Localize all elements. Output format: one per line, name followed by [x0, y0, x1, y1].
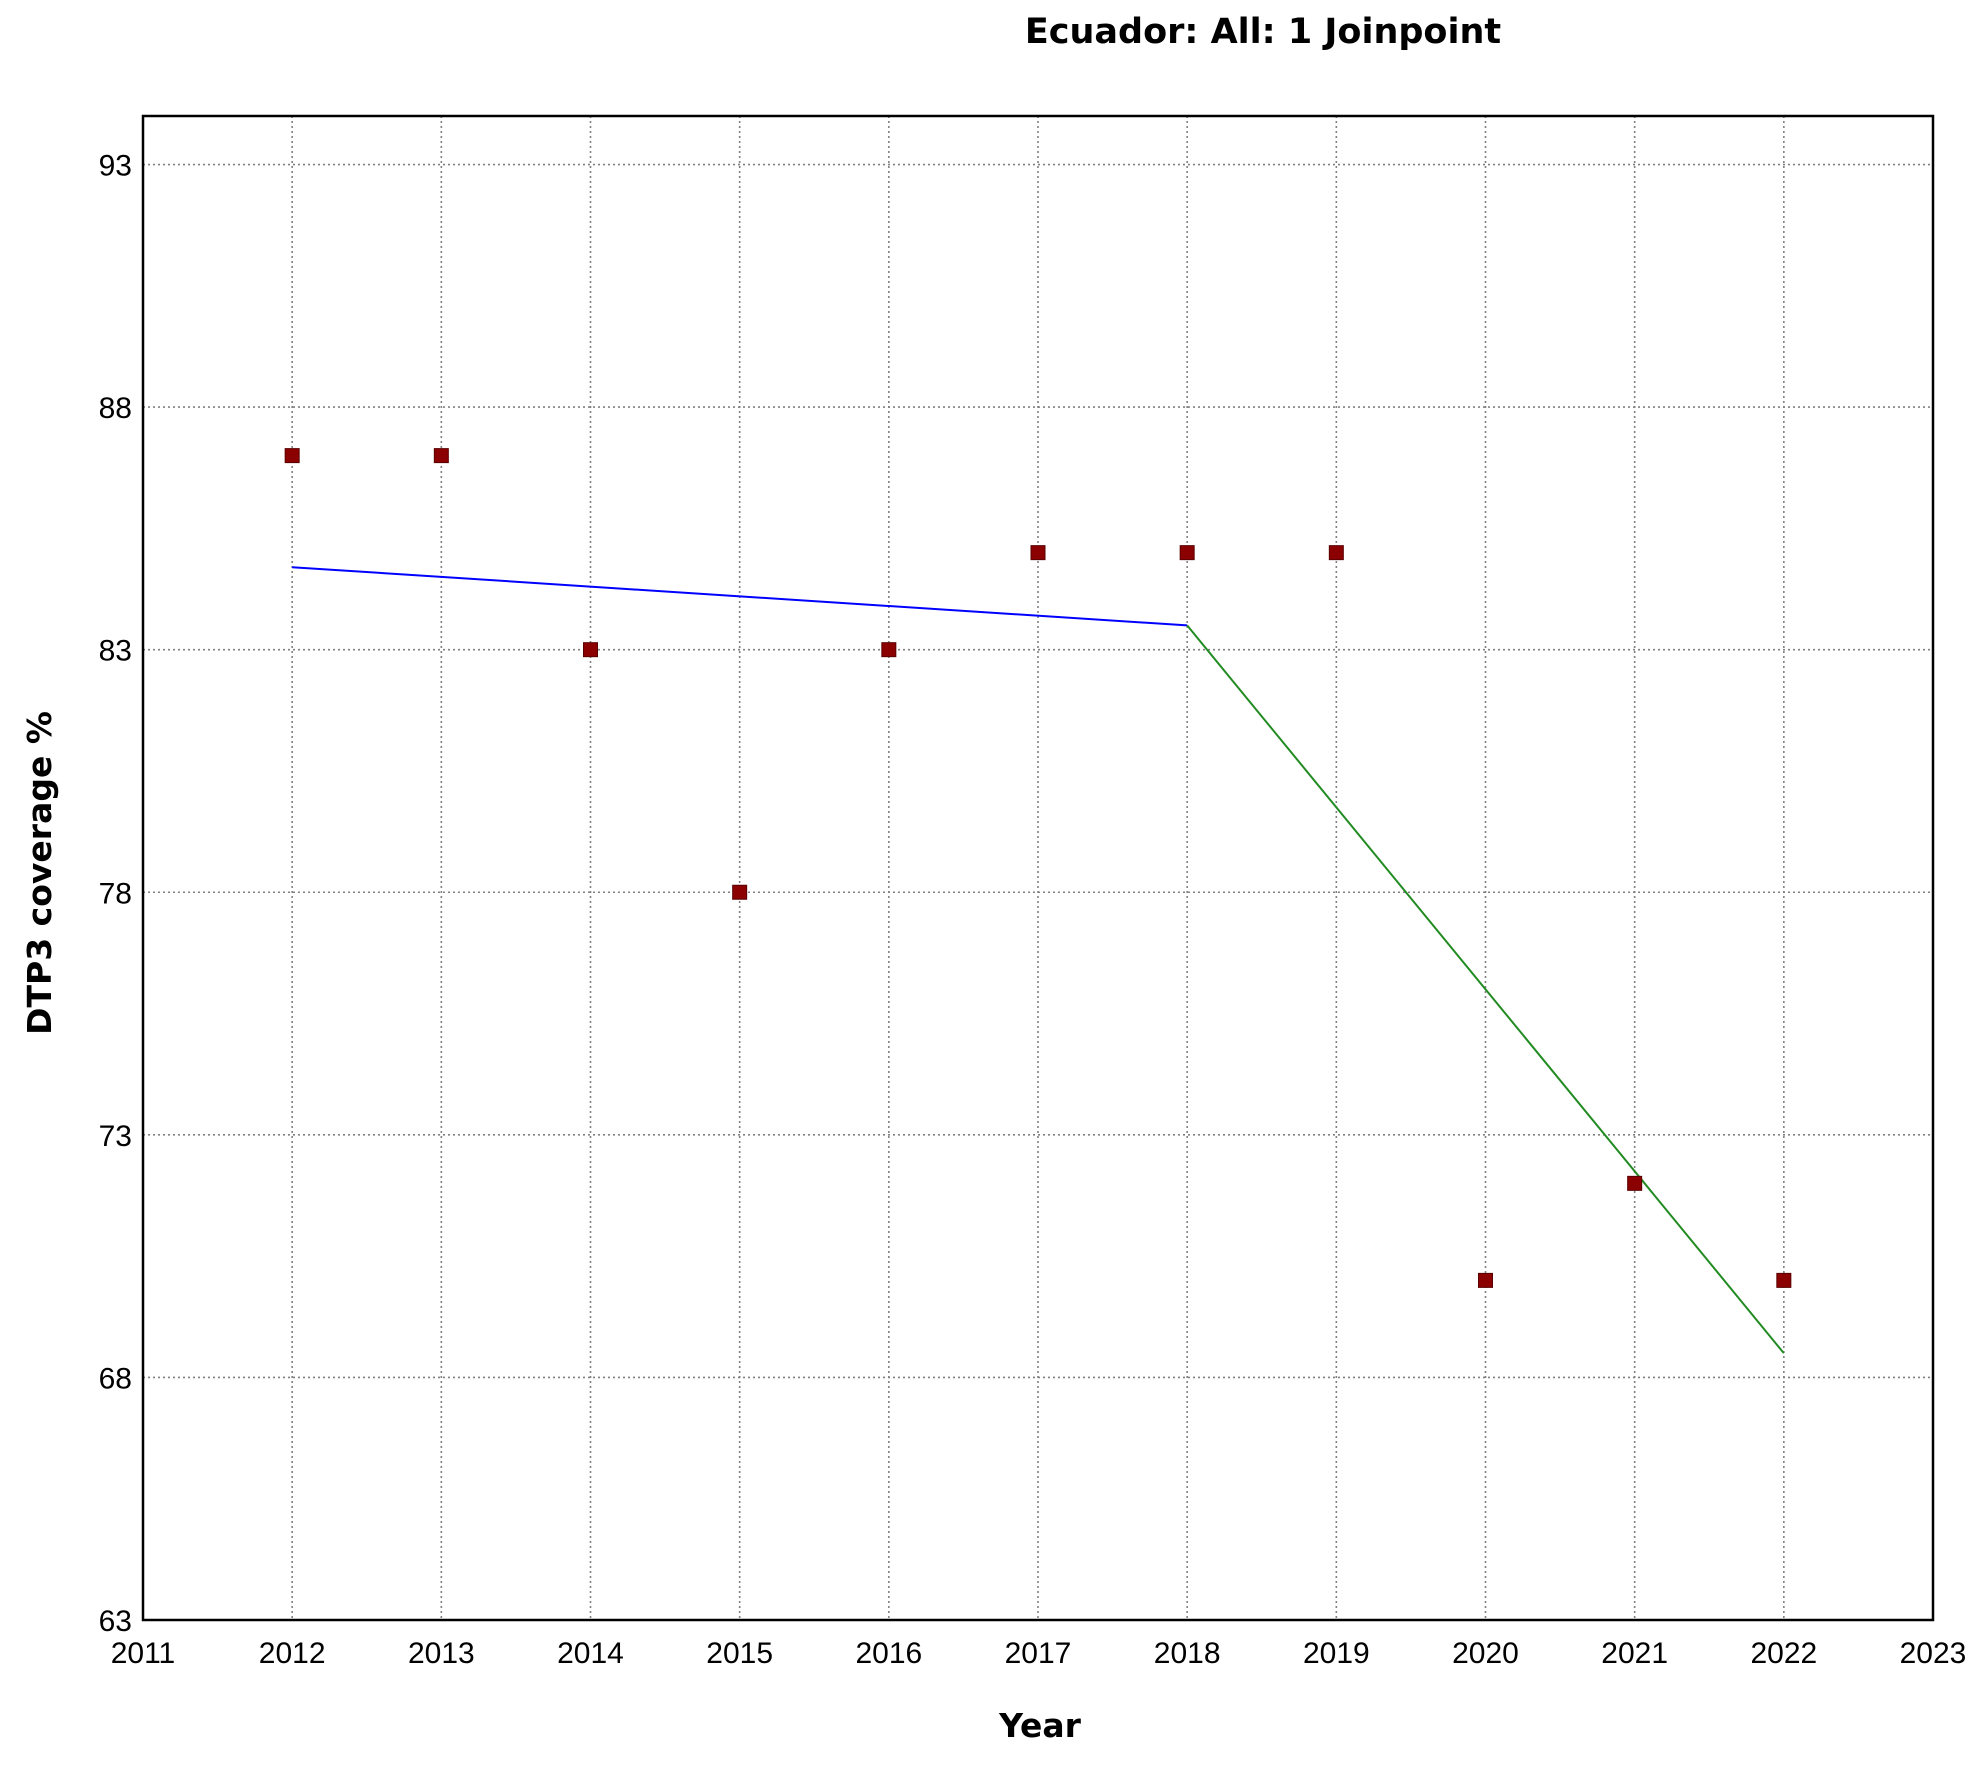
- data-point: [732, 884, 748, 900]
- data-point: [1776, 1272, 1792, 1288]
- x-tick-label: 2021: [1601, 1637, 1668, 1670]
- x-tick-label: 2019: [1303, 1637, 1370, 1670]
- y-tick-label: 63: [99, 1605, 132, 1638]
- x-tick-label: 2011: [111, 1637, 176, 1670]
- grid: [143, 116, 1933, 1620]
- y-tick-label: 83: [99, 635, 132, 668]
- trend-segment-2: [1186, 624, 1785, 1354]
- data-point: [1328, 545, 1344, 561]
- joinpoint-trend-lines: [292, 566, 1785, 1354]
- y-tick-label: 88: [99, 392, 132, 425]
- data-point: [881, 642, 897, 658]
- x-tick-label: 2017: [1005, 1637, 1072, 1670]
- x-tick-label: 2018: [1154, 1637, 1221, 1670]
- y-tick-label: 73: [99, 1120, 132, 1153]
- x-tick-label: 2014: [557, 1637, 624, 1670]
- plot-frame: [141, 114, 1935, 1622]
- x-tick-label: 2016: [855, 1637, 922, 1670]
- data-point: [1478, 1272, 1493, 1288]
- x-tick-label: 2020: [1452, 1637, 1519, 1670]
- data-point: [433, 448, 449, 464]
- data-point: [284, 448, 300, 464]
- x-axis-title: Year: [998, 1706, 1082, 1745]
- y-axis-title: DTP3 coverage %: [20, 711, 59, 1035]
- x-tick-label: 2015: [706, 1637, 773, 1670]
- y-tick-label: 78: [99, 877, 132, 910]
- y-tick-label: 68: [99, 1362, 132, 1395]
- data-point: [583, 642, 598, 658]
- data-point: [1030, 545, 1046, 561]
- x-tick-label: 2023: [1900, 1637, 1967, 1670]
- data-point: [1179, 545, 1195, 561]
- x-tick-label: 2013: [408, 1637, 475, 1670]
- x-tick-label: 2022: [1750, 1637, 1817, 1670]
- x-axis-ticks: 2011 2012 2013 2014 2015 2016 2017 2018 2019 2020…: [111, 1637, 1967, 1670]
- trend-segment-1: [292, 566, 1188, 627]
- y-tick-label: 93: [99, 150, 132, 183]
- data-point: [1627, 1175, 1643, 1191]
- observed-points: [284, 448, 1792, 1288]
- chart-title: Ecuador: All: 1 Joinpoint: [1025, 12, 1501, 52]
- x-tick-label: 2012: [259, 1637, 326, 1670]
- y-axis-ticks: 63 68 73 78 83 88 93: [99, 150, 132, 1638]
